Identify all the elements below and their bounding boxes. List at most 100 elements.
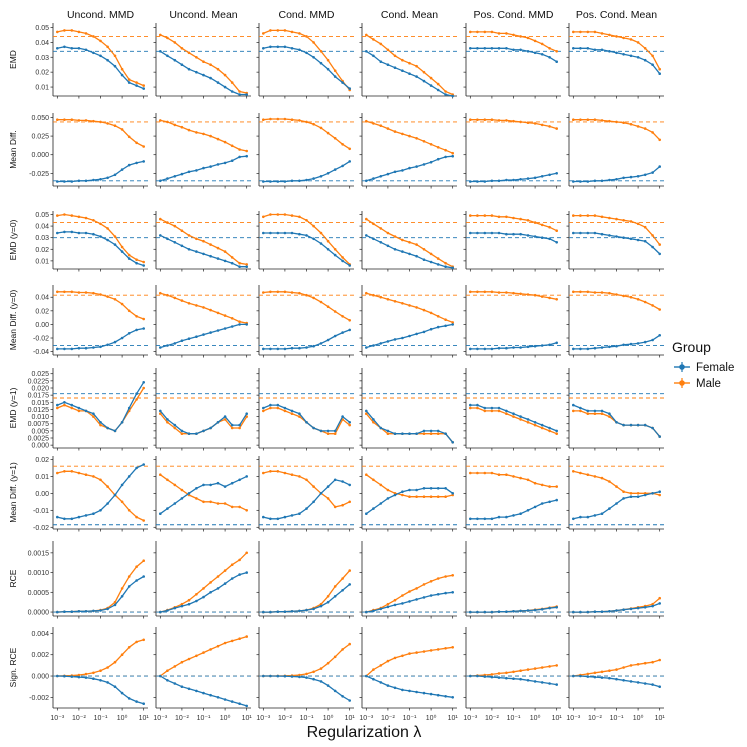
female-point <box>540 502 544 505</box>
female-point <box>629 607 633 611</box>
male-point <box>99 120 102 124</box>
male-point <box>622 121 625 124</box>
male-point <box>572 214 575 217</box>
female-point <box>658 435 661 438</box>
male-point <box>159 119 162 122</box>
female-point <box>276 45 280 49</box>
female-point <box>622 236 625 239</box>
female-point <box>379 241 383 244</box>
female-point <box>348 264 352 267</box>
male-point <box>127 135 131 139</box>
female-point <box>135 328 138 332</box>
female-point <box>142 87 145 90</box>
female-point <box>341 331 344 334</box>
male-point <box>290 30 294 34</box>
female-point <box>629 495 633 499</box>
male-point <box>593 214 597 217</box>
male-point <box>341 648 344 651</box>
male-point <box>429 311 433 315</box>
female-point <box>56 515 59 519</box>
male-point <box>195 593 198 596</box>
male-point <box>202 651 205 654</box>
male-point <box>372 421 375 424</box>
male-point <box>159 33 162 37</box>
male-point <box>276 290 280 294</box>
x-tick-label: 10¹ <box>139 715 150 722</box>
male-point <box>651 602 654 606</box>
male-point <box>290 118 294 121</box>
male-point <box>436 648 440 651</box>
male-point <box>636 298 640 301</box>
female-point <box>269 231 272 235</box>
female-point <box>555 606 558 609</box>
y-tick-label: -0.002 <box>29 695 49 702</box>
female-point <box>127 406 131 410</box>
male-point <box>209 134 212 138</box>
female-point <box>608 412 611 416</box>
female-point <box>187 248 191 251</box>
male-point <box>298 32 301 35</box>
female-series-line <box>160 571 247 613</box>
male-point <box>326 239 330 243</box>
male-point <box>436 432 440 436</box>
female-point <box>651 683 654 686</box>
male-point <box>326 58 330 62</box>
female-series-line <box>470 675 557 686</box>
female-point <box>490 179 494 183</box>
female-point <box>622 679 625 682</box>
y-tick-label: 0.0175 <box>28 393 50 400</box>
female-point <box>262 610 265 614</box>
y-tick-label: 0.00 <box>35 491 49 498</box>
male-point <box>223 250 227 253</box>
female-point <box>127 81 131 84</box>
female-point <box>444 695 447 698</box>
female-point <box>238 573 241 576</box>
panel-r1-c1 <box>153 113 251 189</box>
x-tick-label: 10⁰ <box>633 714 644 722</box>
male-point <box>526 36 530 40</box>
male-point <box>379 227 383 230</box>
male-point <box>166 221 169 224</box>
male-point <box>262 118 265 121</box>
male-point <box>216 311 220 315</box>
female-point <box>505 610 508 613</box>
male-point <box>512 670 515 674</box>
male-point <box>70 214 74 217</box>
female-point <box>159 409 162 413</box>
panel-r1-c3 <box>359 113 457 189</box>
male-point <box>223 502 227 505</box>
female-point <box>238 323 241 326</box>
male-point <box>444 90 447 93</box>
male-point <box>393 54 397 58</box>
female-point <box>422 79 426 83</box>
female-point <box>298 675 301 679</box>
y-tick-label: -0.01 <box>33 508 49 515</box>
female-point <box>127 475 131 478</box>
male-point <box>333 585 337 588</box>
male-point <box>195 56 198 59</box>
panel-r4-c3 <box>359 368 457 451</box>
female-point <box>572 231 575 235</box>
x-tick-label: 10¹ <box>345 715 356 722</box>
male-point <box>166 421 169 424</box>
female-point <box>579 47 582 50</box>
legend-marker <box>679 380 685 386</box>
female-point <box>422 258 426 262</box>
female-point <box>415 690 418 694</box>
panel-r6-c4 <box>463 541 561 619</box>
female-point <box>63 347 66 351</box>
female-point <box>386 605 390 609</box>
female-point <box>159 179 162 183</box>
male-point <box>401 302 404 305</box>
male-point <box>92 291 95 295</box>
female-point <box>312 426 315 430</box>
female-point <box>629 237 633 241</box>
female-point <box>142 264 145 267</box>
female-point <box>262 180 265 183</box>
female-point <box>401 432 404 436</box>
male-point <box>341 577 344 580</box>
female-point <box>276 347 280 351</box>
male-point <box>451 151 455 155</box>
male-point <box>166 478 169 482</box>
male-point <box>586 412 590 416</box>
